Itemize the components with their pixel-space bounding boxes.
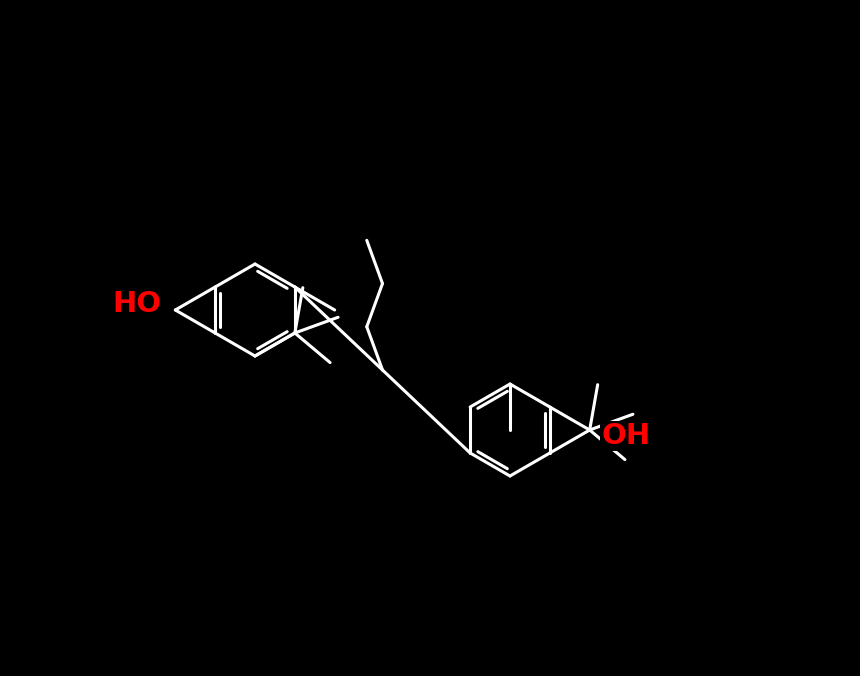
Text: OH: OH — [602, 422, 651, 450]
Text: HO: HO — [112, 290, 162, 318]
